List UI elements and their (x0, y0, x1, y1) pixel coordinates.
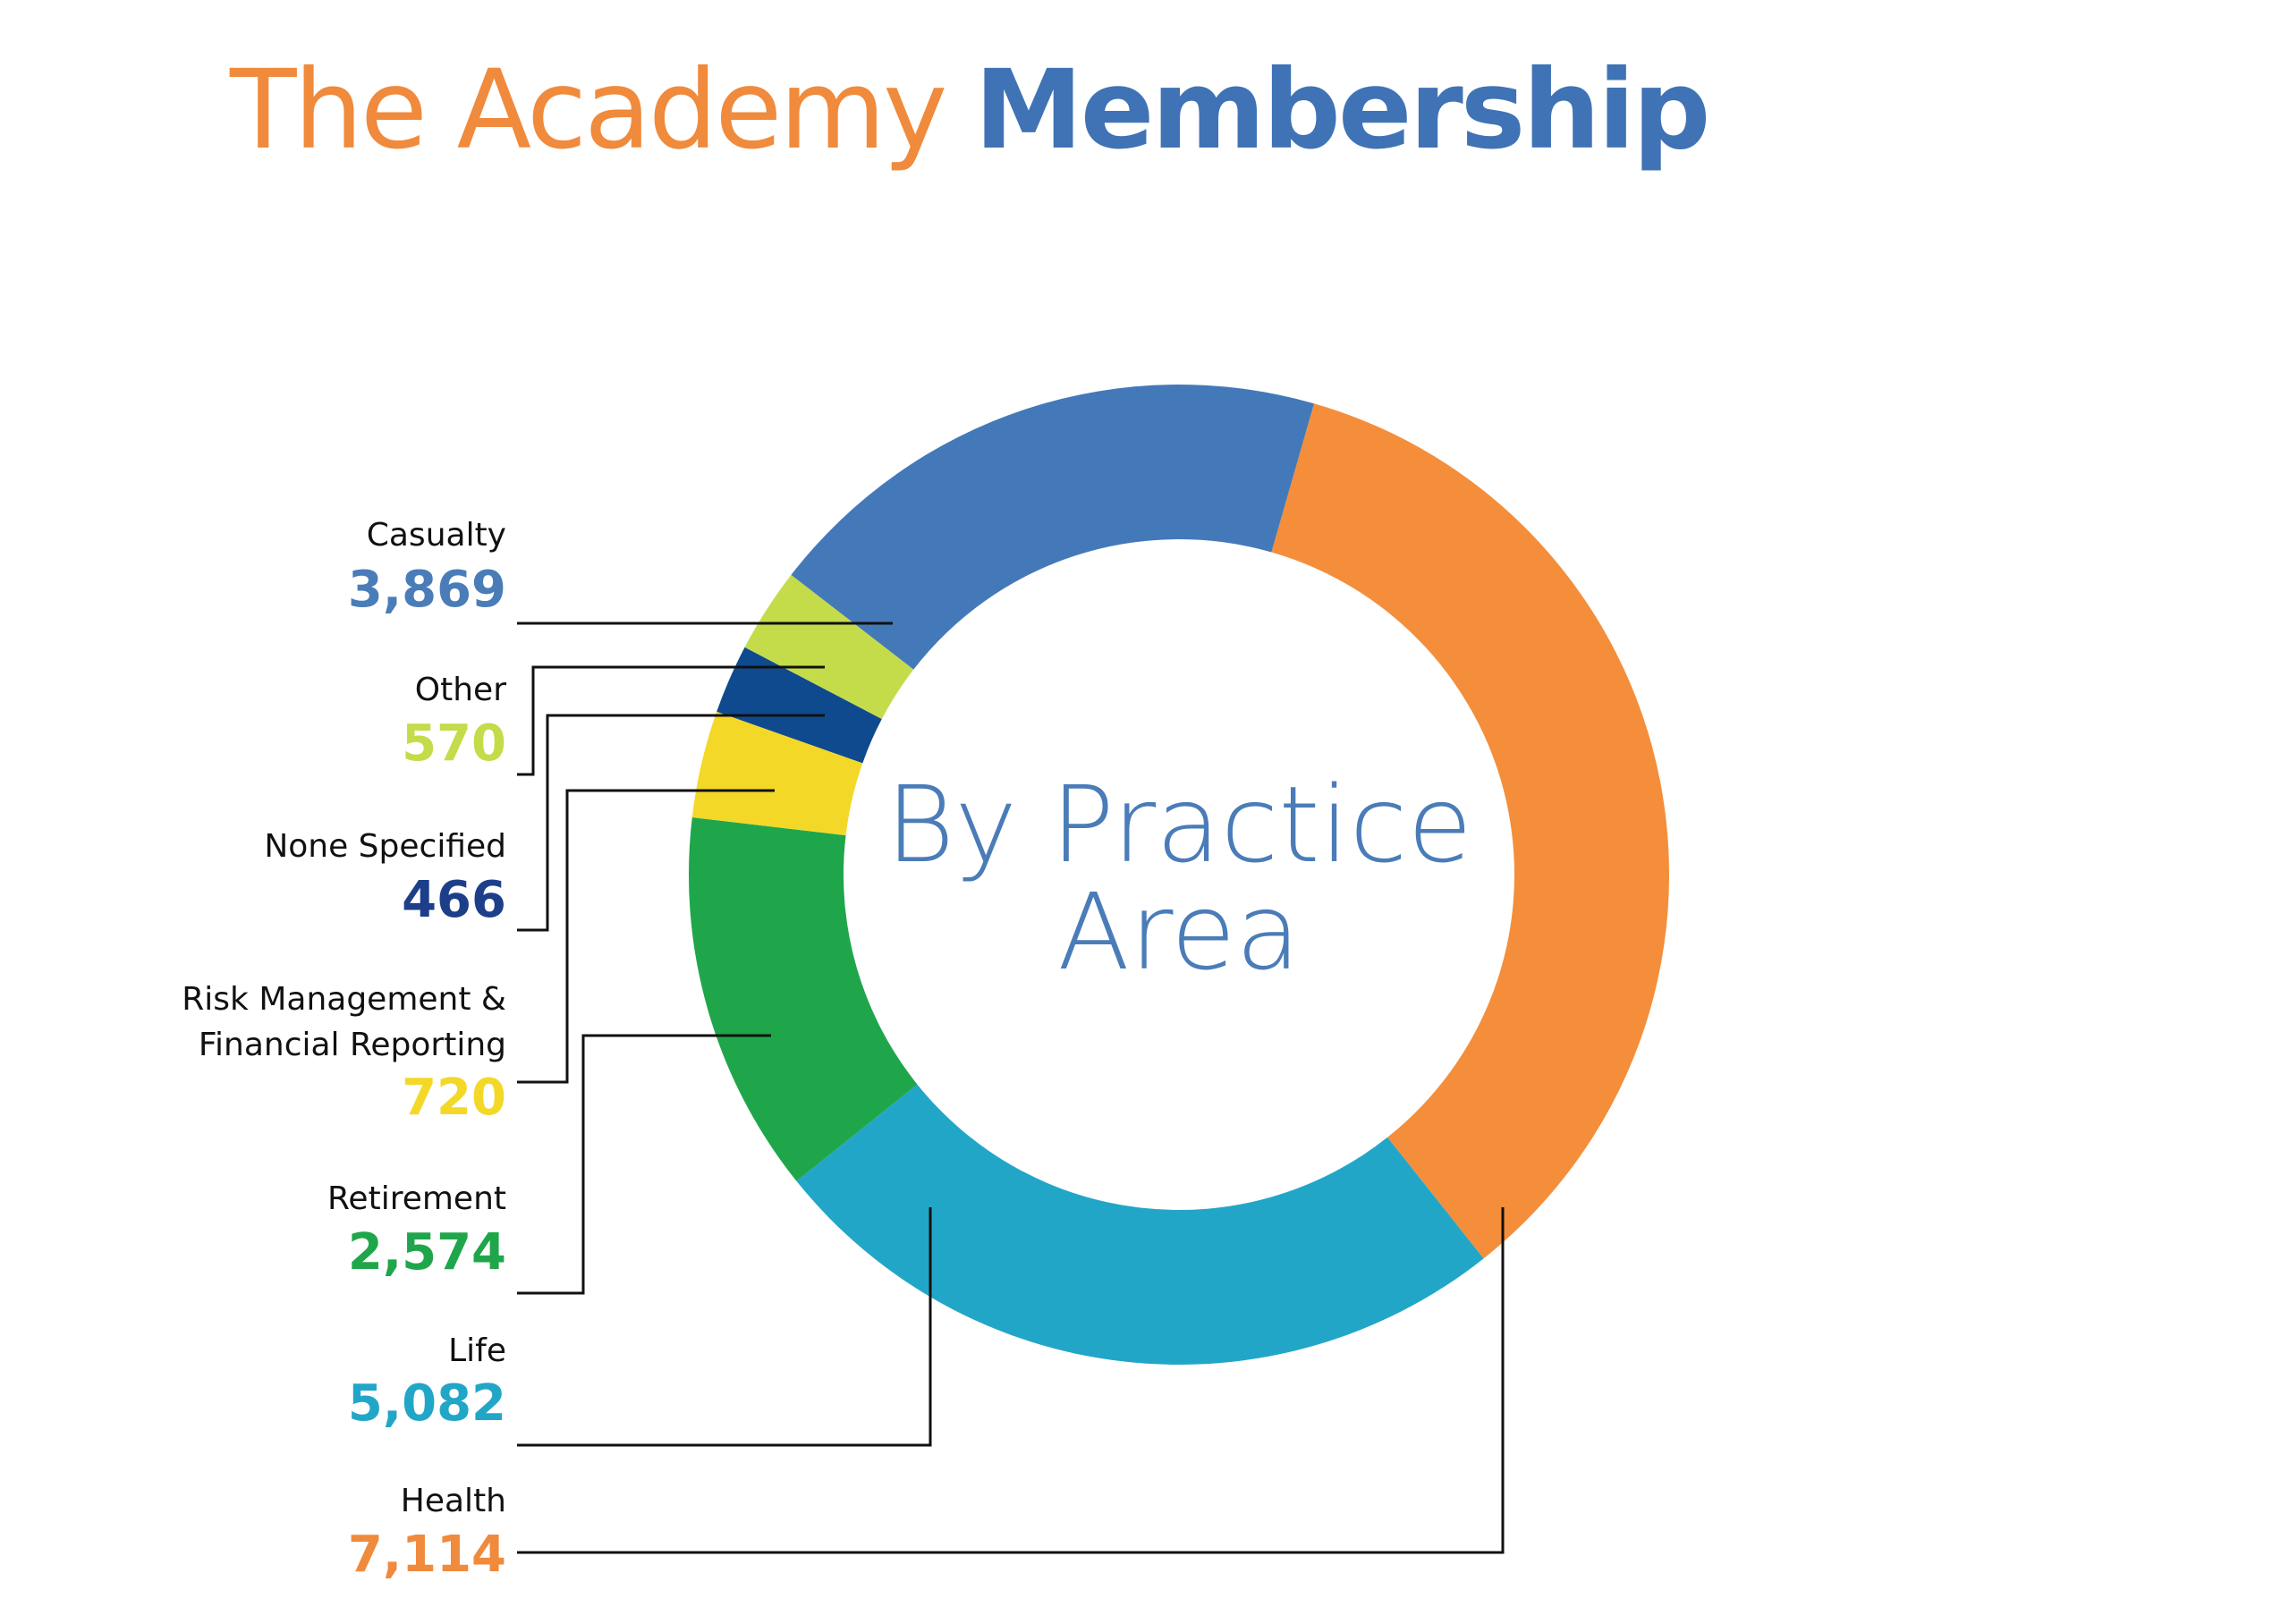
value-life: 5,082 (348, 1374, 506, 1433)
label-casualty: Casualty (367, 517, 506, 554)
label-risk-management-financial-reporting-line-1: Risk Management & (182, 981, 506, 1018)
label-other: Other (415, 672, 506, 708)
leader-lines (517, 622, 1505, 1554)
leader-line-other (517, 665, 825, 776)
slice-health (1271, 403, 1669, 1259)
leader-line-none-specified (517, 714, 825, 932)
slice-labels: Health 7,114 Life 5,082 Retirement 2,574 Risk … (182, 517, 506, 1584)
leader-line-health (517, 1207, 1505, 1554)
leader-line-life (517, 1207, 932, 1447)
title-part-2: Membership (974, 47, 1710, 173)
value-health: 7,114 (348, 1526, 506, 1584)
label-retirement: Retirement (327, 1180, 506, 1217)
slice-risk-management-financial-reporting (691, 711, 863, 836)
slice-casualty (791, 385, 1315, 670)
label-risk-management-financial-reporting-line-2: Financial Reporting (199, 1027, 506, 1063)
value-other: 570 (402, 715, 506, 773)
value-none-specified: 466 (402, 871, 506, 929)
slice-none-specified (717, 647, 882, 764)
slice-retirement (689, 816, 918, 1181)
center-label-line-2: Area (1057, 870, 1301, 994)
leader-line-retirement (517, 1034, 771, 1295)
title-part-1: The Academy (230, 47, 947, 173)
label-health: Health (401, 1483, 506, 1519)
donut-slices (689, 385, 1669, 1365)
center-label-line-1: By Practice (886, 763, 1472, 886)
value-retirement: 2,574 (348, 1223, 506, 1281)
slice-other (744, 574, 914, 720)
page-title: The Academy Membership (230, 55, 1710, 165)
label-none-specified: None Specified (264, 828, 506, 865)
slice-life (796, 1084, 1484, 1365)
leader-line-risk-management-financial-reporting (517, 789, 775, 1084)
label-life: Life (448, 1332, 506, 1369)
value-casualty: 3,869 (348, 561, 506, 619)
value-risk-management-financial-reporting: 720 (402, 1069, 506, 1127)
